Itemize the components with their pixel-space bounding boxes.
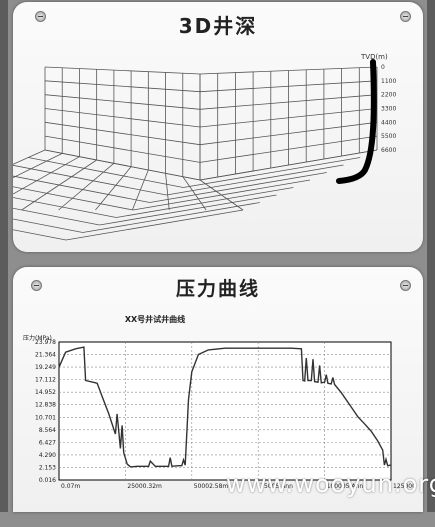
screw-icon <box>400 11 411 22</box>
grid-line <box>199 80 378 93</box>
z-tick-label: 6600 <box>381 147 396 154</box>
x-tick-label: 100005 Ann <box>327 483 364 490</box>
well-depth-panel: 3D井深 0 1100 2200 3300 4400 5500 6600 TVD(m) <box>13 2 423 252</box>
grid-line <box>58 163 115 211</box>
grid-line <box>28 157 184 188</box>
panel-title: 压力曲线 <box>175 278 260 300</box>
y-tick-label: 10.701 <box>35 414 56 421</box>
grid-line <box>132 179 311 211</box>
grid-line <box>82 202 260 233</box>
pressure-chart: XX号井试井曲线 压力(MPa) 23.978 21.364 19.249 17.11… <box>23 314 416 490</box>
watermark: www.wooyun.org <box>226 470 435 498</box>
screw-icon <box>35 11 46 22</box>
grid-line <box>44 108 201 128</box>
grid-line <box>13 149 46 165</box>
x-tick-label: 50002.58m <box>194 483 229 490</box>
pressure-curve-panel: 压力曲线 XX号井试井曲线 压力(MPa) 23.978 21.364 19.249… <box>13 267 423 512</box>
grid-line <box>199 108 378 128</box>
x-tick-label: 0.07m <box>61 483 80 490</box>
left-edge <box>0 0 8 512</box>
y-tick-label: 14.952 <box>35 389 56 396</box>
grid-line <box>199 94 378 110</box>
grid-line <box>199 149 378 181</box>
y-tick-label: 21.364 <box>35 352 56 359</box>
grid-line <box>13 152 63 179</box>
grid-line <box>13 229 67 241</box>
grid-line <box>65 209 244 241</box>
grid-line <box>13 164 167 196</box>
grid-line <box>13 156 80 195</box>
grid-line <box>44 121 201 146</box>
grid-line <box>13 197 117 218</box>
y-tick-label: 0.016 <box>39 477 56 484</box>
grid-line <box>13 207 100 226</box>
grid-line <box>199 135 378 163</box>
y-tick-label: 19.249 <box>35 364 56 371</box>
grid-line <box>166 164 344 196</box>
grid-line <box>95 166 132 211</box>
plot-area <box>58 341 392 481</box>
y-tick-label: 12.838 <box>35 402 56 409</box>
grid-line <box>116 187 294 218</box>
z-axis-label: TVD(m) <box>360 53 388 61</box>
z-tick-label: 2200 <box>381 92 396 99</box>
grid-line <box>149 172 327 203</box>
z-tick-label: 3300 <box>381 106 396 113</box>
y-tick-label: 2.153 <box>39 464 56 471</box>
grid-line <box>199 121 378 146</box>
pressure-series-line <box>58 346 392 468</box>
grid-line <box>44 94 201 110</box>
z-tick-label: 4400 <box>381 119 396 126</box>
grid-line <box>44 149 201 181</box>
grid-line <box>44 80 201 93</box>
grid-line <box>44 135 201 163</box>
y-axis-label: 压力(MPa) <box>23 334 52 342</box>
panel-title: 3D井深 <box>178 14 258 38</box>
x-tick-label: 75005 Ann <box>260 483 293 490</box>
grid-line <box>99 194 277 226</box>
chart-title: XX号井试井曲线 <box>125 314 185 324</box>
y-tick-label: 4.290 <box>39 452 56 459</box>
x-tick-label: 125000 <box>393 483 416 490</box>
screw-icon <box>31 280 42 291</box>
screw-icon <box>400 280 411 291</box>
z-tick-label: 1100 <box>381 78 396 85</box>
right-edge <box>427 0 435 512</box>
z-tick-label: 5500 <box>381 133 396 140</box>
grid-line <box>183 157 361 188</box>
grid-line <box>13 186 134 211</box>
well-trajectory <box>336 59 377 184</box>
grid-line <box>13 218 83 233</box>
x-tick-label: 25000.32m <box>127 483 162 490</box>
grid-line <box>44 66 201 75</box>
3d-well-plot: 0 1100 2200 3300 4400 5500 6600 TVD(m) <box>13 53 396 241</box>
grid-line <box>199 66 378 75</box>
grid-line <box>182 176 207 211</box>
z-tick-label: 0 <box>381 64 385 71</box>
y-tick-label: 8.564 <box>39 427 56 434</box>
y-tick-label: 6.427 <box>39 439 56 446</box>
y-tick-label: 17.112 <box>35 377 56 384</box>
y-tick-label: 23.978 <box>35 339 56 346</box>
grid-line <box>13 175 150 203</box>
